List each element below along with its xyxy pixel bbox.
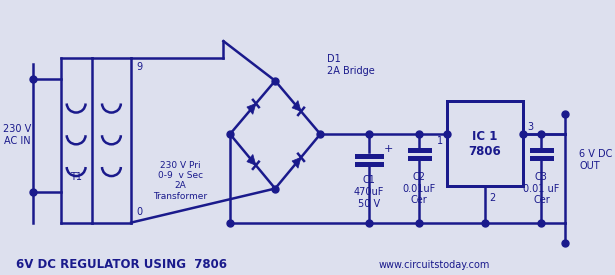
Text: 9: 9 — [137, 62, 143, 72]
Text: 1: 1 — [437, 136, 443, 146]
Text: D1
2A Bridge: D1 2A Bridge — [327, 54, 375, 76]
Text: 3: 3 — [527, 122, 533, 132]
Polygon shape — [292, 101, 301, 111]
Text: C2
0.01uF
Cer: C2 0.01uF Cer — [402, 172, 436, 205]
FancyBboxPatch shape — [447, 101, 523, 186]
Text: C1
470uF
50 V: C1 470uF 50 V — [354, 175, 384, 208]
Text: 6 V DC
OUT: 6 V DC OUT — [579, 149, 613, 171]
Polygon shape — [247, 155, 256, 165]
Text: 230 V
AC IN: 230 V AC IN — [3, 124, 31, 146]
Text: T1: T1 — [70, 172, 82, 182]
Text: C3
0.01 uF
Cer: C3 0.01 uF Cer — [523, 172, 560, 205]
Text: 230 V Pri
0-9  v Sec
2A
Transformer: 230 V Pri 0-9 v Sec 2A Transformer — [153, 161, 207, 201]
Text: www.circuitstoday.com: www.circuitstoday.com — [379, 260, 490, 270]
Text: 2: 2 — [490, 192, 496, 203]
Text: IC 1
7806: IC 1 7806 — [469, 130, 501, 158]
Polygon shape — [292, 157, 301, 168]
Text: 6V DC REGULATOR USING  7806: 6V DC REGULATOR USING 7806 — [17, 258, 228, 271]
Polygon shape — [247, 103, 256, 114]
Text: 0: 0 — [137, 207, 143, 217]
Text: +: + — [383, 144, 393, 154]
